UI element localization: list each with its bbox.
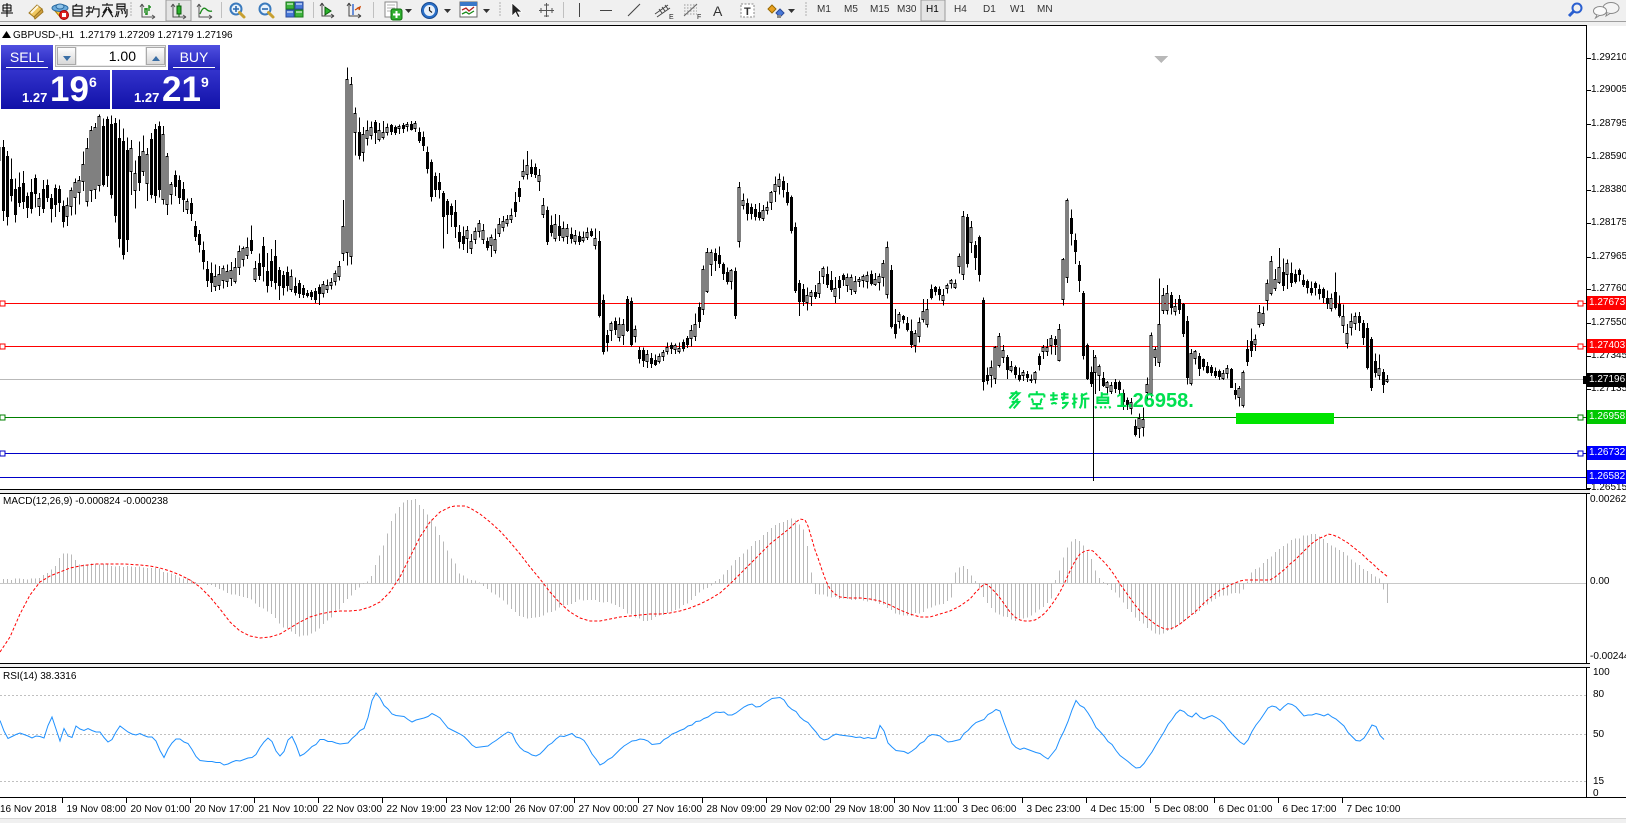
svg-text:F: F xyxy=(697,14,701,21)
svg-text:E: E xyxy=(669,14,674,21)
svg-text:A: A xyxy=(713,3,723,19)
svg-text:T: T xyxy=(744,6,751,18)
svg-text:1.26958.: 1.26958. xyxy=(1116,390,1194,412)
